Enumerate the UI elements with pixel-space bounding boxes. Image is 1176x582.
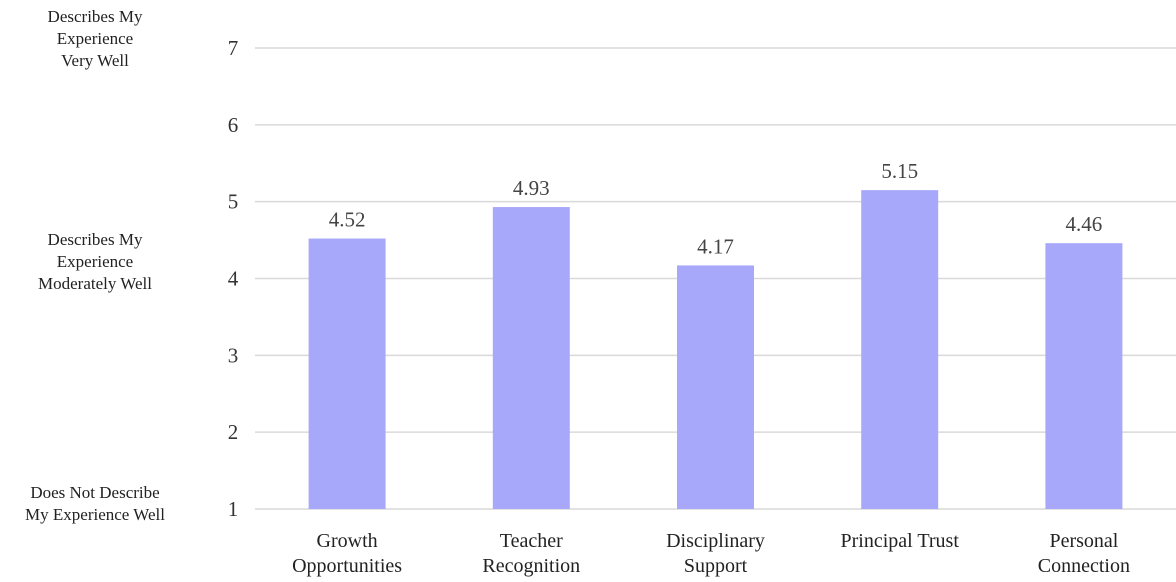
x-tick-label: Personal Connection [1038,530,1130,577]
data-label: 4.17 [697,234,734,258]
y-tick-label: 2 [228,420,239,444]
y-tick-label: 7 [228,36,239,60]
scale-anchor-line: Very Well [61,51,129,70]
data-label: 4.46 [1066,212,1103,236]
scale-anchor-line: My Experience Well [25,505,165,524]
x-tick-label-line: Personal [1049,530,1118,552]
x-tick-label-line: Connection [1038,555,1130,577]
x-tick-label: Teacher Recognition [482,530,580,577]
scale-anchor-label: Does Not Describe My Experience Well [0,482,190,526]
x-tick-label-line: Opportunities [292,555,402,577]
scale-anchor-line: Describes My [47,230,143,249]
x-tick-label-line: Teacher [500,530,563,552]
scale-anchor-line: Describes My [47,7,143,26]
data-label: 5.15 [881,159,918,183]
y-tick-label: 3 [228,343,239,367]
bar [677,265,754,509]
x-tick-label-line: Disciplinary [666,530,765,552]
bar [861,190,939,509]
scale-anchor-line: Experience [56,29,134,48]
x-tick-label: Disciplinary Support [666,530,765,577]
x-tick-label-line: Recognition [482,555,580,577]
data-label: 4.93 [513,176,550,200]
bar [1045,243,1123,509]
scale-anchor-label: Describes My Experience Moderately Well [0,229,190,295]
data-label: 4.52 [329,208,366,232]
scale-anchor-line: Experience [56,252,134,271]
y-tick-label: 5 [228,190,239,214]
bar [308,238,386,509]
x-tick-label-line: Support [684,555,748,577]
scale-anchor-label: Describes My Experience Very Well [0,6,190,72]
x-tick-label-line: Growth [317,530,378,552]
x-tick-label-line: Principal Trust [841,530,960,552]
bar [492,207,570,510]
scale-anchor-line: Moderately Well [38,274,152,293]
y-tick-label: 6 [228,113,239,137]
y-tick-label: 4 [228,267,239,291]
x-tick-label: Principal Trust [841,530,960,552]
y-tick-label: 1 [228,497,239,521]
x-tick-label: Growth Opportunities [292,530,402,577]
scale-anchor-line: Does Not Describe [30,483,160,502]
